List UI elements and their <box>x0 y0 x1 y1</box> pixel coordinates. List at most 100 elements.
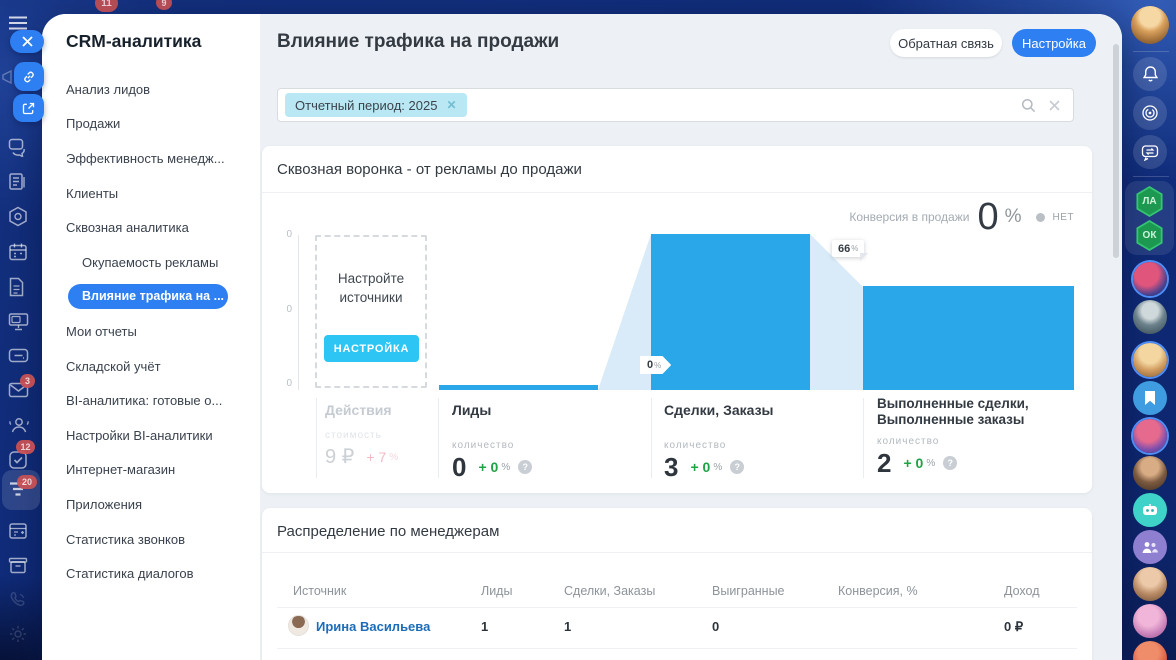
help-icon[interactable]: ? <box>730 460 745 474</box>
sidebar: CRM-аналитика Анализ лидов Продажи Эффек… <box>42 14 260 660</box>
sidebar-item-warehouse[interactable]: Складской учёт <box>66 358 161 374</box>
sidebar-item-my-reports[interactable]: Мои отчеты <box>66 323 137 339</box>
managers-card: Распределение по менеджерам Источник Лид… <box>262 508 1092 660</box>
managers-card-title: Распределение по менеджерам <box>277 523 500 540</box>
inbox-icon[interactable] <box>8 348 29 363</box>
sidebar-item-sales[interactable]: Продажи <box>66 116 121 132</box>
notifications-bell-icon[interactable] <box>1133 57 1167 91</box>
vertical-scrollbar[interactable] <box>1113 44 1119 258</box>
sidebar-item-manager-efficiency[interactable]: Эффективность менедж... <box>66 150 225 166</box>
cell-won: 0 <box>712 619 720 634</box>
messenger-icon[interactable] <box>8 138 29 157</box>
divider <box>863 398 864 478</box>
clear-filter-icon[interactable] <box>1048 99 1061 112</box>
chat-avatar[interactable] <box>1133 343 1167 377</box>
documents-icon[interactable] <box>8 277 25 297</box>
crm-icon[interactable]: 20 <box>8 475 37 497</box>
chat-avatar[interactable] <box>1133 567 1167 601</box>
chat-avatar[interactable] <box>1133 262 1167 296</box>
column-header-source[interactable]: Источник <box>293 584 347 598</box>
presentation-icon[interactable] <box>8 312 29 331</box>
chat-avatar[interactable] <box>1133 641 1167 660</box>
chip-remove-icon[interactable]: ✕ <box>446 98 457 112</box>
sidebar-item-traffic-impact[interactable]: Влияние трафика на ... <box>42 280 260 315</box>
help-icon[interactable]: ? <box>943 456 958 470</box>
sidebar-item-online-store[interactable]: Интернет-магазин <box>66 462 176 478</box>
group-badge[interactable]: ЛА <box>1136 186 1163 217</box>
funnel-segment-deals[interactable] <box>651 234 810 390</box>
close-icon[interactable] <box>10 30 44 53</box>
funnel-segment-leads[interactable] <box>439 385 598 390</box>
y-tick: 0 <box>286 229 292 240</box>
open-external-icon[interactable] <box>13 94 44 122</box>
contacts-icon[interactable] <box>8 415 30 435</box>
conversion-value: 0 <box>977 196 999 238</box>
funnel-transition-deals-won <box>810 234 863 390</box>
manager-avatar <box>288 615 309 636</box>
storage-icon[interactable] <box>8 556 28 574</box>
right-rail: ЛА ОК <box>1122 0 1176 660</box>
chat-avatar[interactable] <box>1133 419 1167 453</box>
column-header-conversion[interactable]: Конверсия, % <box>838 584 918 598</box>
sidebar-item-bi-settings[interactable]: Настройки BI-аналитики <box>66 427 213 443</box>
column-header-income[interactable]: Доход <box>1004 584 1040 598</box>
sidebar-item-apps[interactable]: Приложения <box>66 496 143 512</box>
sidebar-item-bi-reports[interactable]: BI-аналитика: готовые о... <box>66 393 223 409</box>
sidebar-item-lead-analysis[interactable]: Анализ лидов <box>66 81 151 97</box>
setup-sources-text: Настройте источники <box>337 271 405 305</box>
search-icon[interactable] <box>1021 98 1036 113</box>
filter-chip-report-period[interactable]: Отчетный период: 2025 ✕ <box>285 93 467 117</box>
main-content: Влияние трафика на продажи Обратная связ… <box>260 14 1122 660</box>
filter-search-input[interactable]: Отчетный период: 2025 ✕ <box>277 88 1074 122</box>
feedback-button[interactable]: Обратная связь <box>890 29 1002 57</box>
divider <box>1133 176 1169 177</box>
divider <box>262 552 1092 553</box>
settings-button[interactable]: Настройка <box>1012 29 1096 57</box>
funnel-percent-badge-deals: 66% <box>832 240 869 261</box>
group-chat-icon[interactable] <box>1133 530 1167 564</box>
top-notification-badge: 11 <box>95 0 118 12</box>
link-icon[interactable] <box>14 62 44 91</box>
cell-deals: 1 <box>564 619 572 634</box>
focus-target-icon[interactable] <box>1133 96 1167 130</box>
sidebar-item-ad-payback[interactable]: Окупаемость рекламы <box>82 254 219 270</box>
sidebar-item-dialog-stats[interactable]: Статистика диалогов <box>66 566 194 582</box>
bot-avatar[interactable] <box>1133 493 1167 527</box>
phone-icon[interactable] <box>8 590 28 610</box>
sidebar-item-end-to-end-analytics[interactable]: Сквозная аналитика <box>66 220 189 236</box>
column-header-deals[interactable]: Сделки, Заказы <box>564 584 656 598</box>
calendar-icon[interactable] <box>8 242 28 261</box>
menu-icon[interactable] <box>8 16 28 30</box>
funnel-segment-won[interactable] <box>863 286 1074 390</box>
divider <box>1133 51 1169 52</box>
mail-icon[interactable]: 3 <box>8 374 35 398</box>
sidebar-item-call-stats[interactable]: Статистика звонков <box>66 531 185 547</box>
divider <box>438 398 439 478</box>
manager-name-link[interactable]: Ирина Васильева <box>316 619 431 634</box>
cell-income: 0 ₽ <box>1004 619 1024 634</box>
conversion-summary: Конверсия в продажи 0 % НЕТ <box>849 198 1074 236</box>
y-tick: 0 <box>286 378 292 389</box>
chat-avatar[interactable] <box>1133 300 1167 334</box>
stat-leads: Лиды количество 0 + 0 % ? <box>452 396 642 481</box>
settings-gear-icon[interactable] <box>8 624 28 644</box>
setup-sources-button[interactable]: НАСТРОЙКА <box>324 335 419 362</box>
news-feed-icon[interactable] <box>8 172 27 191</box>
setup-sources-placeholder: Настройте источники НАСТРОЙКА <box>315 235 427 388</box>
sitemap-icon[interactable] <box>8 206 28 227</box>
user-avatar[interactable] <box>1131 6 1169 44</box>
sidebar-item-clients[interactable]: Клиенты <box>66 185 119 201</box>
column-header-leads[interactable]: Лиды <box>481 584 513 598</box>
mail-badge: 3 <box>20 374 35 388</box>
chat-avatar[interactable] <box>1133 456 1167 490</box>
help-icon[interactable]: ? <box>518 460 533 474</box>
tasks-icon[interactable]: 12 <box>8 440 35 470</box>
group-badge[interactable]: ОК <box>1136 220 1163 251</box>
divider <box>277 607 1077 608</box>
app-window: CRM-аналитика Анализ лидов Продажи Эффек… <box>42 14 1122 660</box>
events-icon[interactable] <box>8 521 28 540</box>
bookmark-channel-icon[interactable] <box>1133 381 1167 415</box>
conversations-sync-icon[interactable] <box>1133 135 1167 169</box>
chat-avatar[interactable] <box>1133 604 1167 638</box>
column-header-won[interactable]: Выигранные <box>712 584 785 598</box>
